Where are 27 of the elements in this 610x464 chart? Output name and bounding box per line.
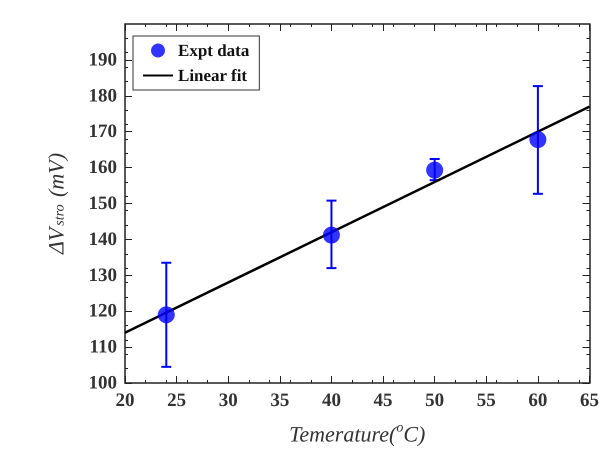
legend-label: Linear fit <box>178 66 248 85</box>
y-tick-label: 130 <box>88 264 117 286</box>
y-tick-label: 170 <box>88 121 117 142</box>
x-tick-label: 40 <box>322 390 341 411</box>
y-tick-label: 180 <box>88 85 117 106</box>
y-tick-label: 120 <box>88 300 117 322</box>
x-tick-label: 45 <box>374 390 393 411</box>
x-tick-label: 50 <box>425 390 444 411</box>
point <box>529 131 546 148</box>
x-tick-label: 20 <box>116 390 134 411</box>
y-tick-label: 190 <box>88 49 117 70</box>
x-tick-label: 30 <box>218 390 238 411</box>
y-tick-label: 150 <box>88 193 117 214</box>
y-tick-label: 110 <box>90 336 117 358</box>
point <box>426 162 444 179</box>
x-tick-label: 35 <box>270 390 290 411</box>
point <box>158 306 175 324</box>
y-tick-label: 100 <box>88 372 117 394</box>
x-tick-label: 60 <box>528 390 548 411</box>
legend-label: Expt data <box>178 41 250 60</box>
y-tick-label: 160 <box>88 157 117 178</box>
y-axis-title: ΔVstro (mV) <box>44 152 68 256</box>
x-tick-label: 65 <box>580 390 599 411</box>
y-tick-label: 140 <box>88 228 117 250</box>
x-tick-label: 25 <box>167 390 186 411</box>
point <box>322 226 340 244</box>
x-tick-label: 55 <box>476 390 496 411</box>
